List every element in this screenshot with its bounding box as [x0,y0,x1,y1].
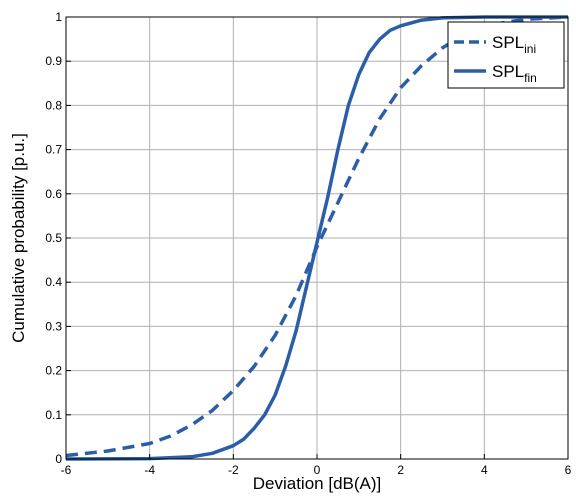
x-tick-label: 4 [481,463,488,477]
y-tick-label: 1 [55,10,62,24]
legend-label-main: SPL [492,62,524,81]
y-tick-label: 0 [55,452,62,466]
series-line-fin [65,15,568,461]
y-tick-label: 0.1 [45,408,62,422]
y-tick-label: 0.2 [45,364,62,378]
x-tick-label: -2 [228,463,239,477]
x-tick-label: 6 [565,463,572,477]
y-tick-label: 0.8 [45,98,62,112]
legend-box [447,21,565,89]
y-tick-label: 0.5 [45,231,62,245]
y-tick-label: 0.3 [45,319,62,333]
legend-label-main: SPL [492,33,524,52]
y-tick-label: 0.4 [45,275,62,289]
x-tick-label: -4 [144,463,155,477]
y-tick-label: 0.9 [45,54,62,68]
series-group [65,15,569,461]
legend-label-ini: SPLini [492,33,536,56]
legend-label-subscript: fin [524,71,537,85]
x-tick-label: -6 [61,463,72,477]
x-tick-label: 0 [314,463,321,477]
ticks: -6 -4 -2 0 2 4 6 0 0.1 0.2 0.3 0.4 0.5 0.6 0.7 0.8 0.9 1 [45,10,571,477]
legend-label-fin: SPLfin [492,62,537,85]
y-axis-label: Cumulative probability [p.u.] [9,133,28,343]
x-axis-label: Deviation [dB(A)] [253,474,382,493]
x-tick-label: 2 [397,463,404,477]
y-tick-label: 0.6 [45,187,62,201]
legend-label-subscript: ini [524,42,536,56]
y-tick-label: 0.7 [45,143,62,157]
